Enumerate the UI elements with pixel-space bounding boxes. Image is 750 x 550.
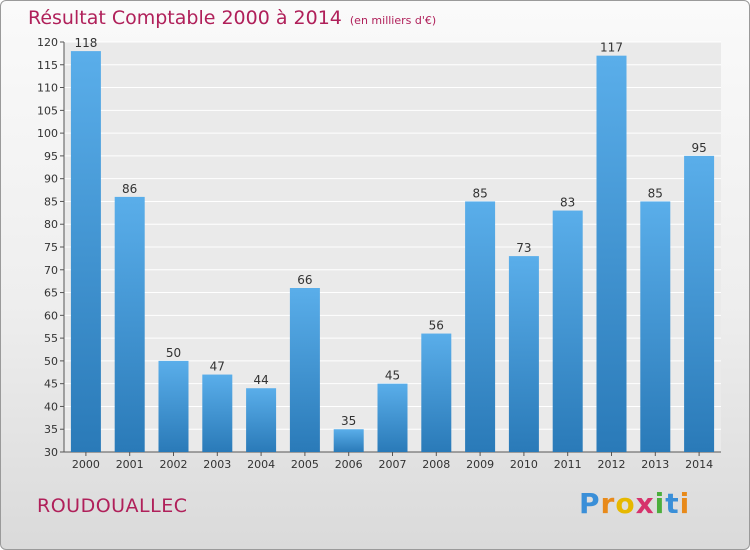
y-tick-label: 65 (44, 287, 58, 300)
y-tick-label: 70 (44, 264, 58, 277)
data-label: 118 (74, 36, 97, 50)
data-label: 35 (341, 414, 356, 428)
data-label: 117 (600, 41, 623, 55)
bar (640, 201, 671, 452)
bar (508, 256, 539, 452)
y-tick-label: 35 (44, 423, 58, 436)
logo-letter: i (654, 487, 666, 520)
bar (465, 201, 496, 452)
bar (246, 388, 277, 452)
x-tick-label: 2007 (379, 458, 407, 471)
x-tick-label: 2013 (641, 458, 669, 471)
data-label: 45 (385, 369, 400, 383)
proxiti-logo: Proxiti (579, 487, 690, 520)
y-tick-label: 115 (37, 59, 58, 72)
logo-letter: r (600, 487, 616, 520)
y-tick-label: 100 (37, 127, 58, 140)
y-tick-label: 120 (37, 36, 58, 49)
x-tick-label: 2000 (72, 458, 100, 471)
data-label: 47 (210, 360, 225, 374)
y-tick-label: 85 (44, 195, 58, 208)
logo-letter: x (635, 487, 655, 520)
logo-letter: i (679, 487, 691, 520)
y-tick-label: 50 (44, 355, 58, 368)
x-tick-label: 2003 (203, 458, 231, 471)
chart-title-text: Résultat Comptable 2000 à 2014 (28, 7, 342, 29)
x-tick-label: 2004 (247, 458, 275, 471)
bar (333, 429, 364, 452)
x-tick-label: 2012 (598, 458, 626, 471)
x-tick-label: 2009 (466, 458, 494, 471)
y-tick-label: 30 (44, 446, 58, 459)
bar (421, 333, 452, 452)
data-label: 44 (253, 373, 268, 387)
y-tick-label: 90 (44, 173, 58, 186)
data-label: 66 (297, 273, 312, 287)
bar (114, 196, 145, 452)
chart-title: Résultat Comptable 2000 à 2014 (en millie… (28, 7, 436, 29)
y-tick-label: 75 (44, 241, 58, 254)
logo-letter: o (615, 487, 636, 520)
x-tick-label: 2011 (554, 458, 582, 471)
data-label: 56 (429, 319, 444, 333)
x-tick-label: 2005 (291, 458, 319, 471)
chart-subtitle: (en milliers d'€) (349, 14, 437, 27)
y-tick-label: 55 (44, 332, 58, 345)
y-tick-label: 95 (44, 150, 58, 163)
data-label: 73 (516, 241, 531, 255)
y-tick-label: 110 (37, 82, 58, 95)
x-tick-label: 2008 (422, 458, 450, 471)
data-label: 85 (472, 186, 487, 200)
x-tick-label: 2002 (160, 458, 188, 471)
x-tick-label: 2014 (685, 458, 713, 471)
bar (202, 374, 233, 452)
logo-letter: t (665, 487, 680, 520)
y-tick-label: 40 (44, 400, 58, 413)
data-label: 95 (691, 141, 706, 155)
location-name: ROUDOUALLEC (37, 495, 188, 517)
y-tick-label: 60 (44, 309, 58, 322)
bar (70, 51, 101, 452)
y-tick-label: 105 (37, 104, 58, 117)
bar (684, 155, 715, 452)
data-label: 86 (122, 182, 137, 196)
data-label: 85 (648, 186, 663, 200)
bar (596, 55, 627, 453)
y-tick-label: 80 (44, 218, 58, 231)
bar (552, 210, 583, 452)
bar (158, 360, 189, 452)
x-tick-label: 2006 (335, 458, 363, 471)
bar (289, 288, 320, 452)
data-label: 83 (560, 196, 575, 210)
x-tick-label: 2010 (510, 458, 538, 471)
x-tick-label: 2001 (116, 458, 144, 471)
data-label: 50 (166, 346, 181, 360)
logo-letter: P (579, 487, 601, 520)
bar (377, 383, 408, 452)
y-tick-label: 45 (44, 378, 58, 391)
